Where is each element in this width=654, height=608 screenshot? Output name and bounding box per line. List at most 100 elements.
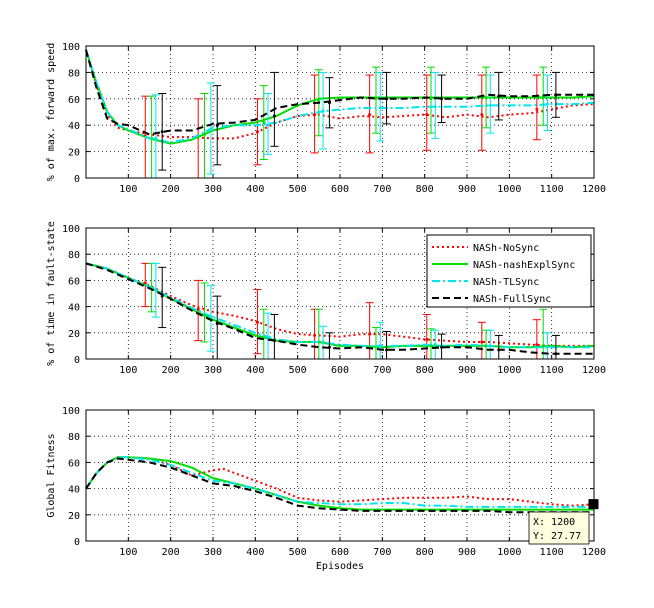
x-tick-label: 1000: [497, 365, 521, 376]
panel-fault-state: 100 200 300 400 500 600 700 800 900 1000 1100 1200 0…: [46, 221, 606, 376]
errorbar-point-nash-nosync: [425, 337, 429, 341]
errorbar-point-nash-nashexplsync: [203, 132, 207, 136]
errorbar-point-nash-nosync: [255, 320, 259, 324]
errorbar-point-nash-fullsync: [385, 97, 389, 101]
y-tick-label: 100: [62, 224, 80, 235]
series-line-nash-tlsync: [85, 262, 594, 349]
y-tick-label: 100: [62, 42, 80, 53]
x-tick-label: 700: [373, 365, 391, 376]
y-axis-label: % of max. forward speed: [46, 43, 57, 181]
legend-label-nash-tlsync: NASh-TLSync: [473, 277, 539, 288]
errorbar-point-nash-tlsync: [488, 103, 492, 107]
x-tick-label: 900: [458, 184, 476, 195]
errorbar-point-nash-fullsync: [497, 94, 501, 98]
y-tick-label: 100: [62, 406, 80, 417]
errorbar-point-nash-nashexplsync: [484, 95, 488, 99]
y-tick-label: 20: [68, 329, 80, 340]
panel-global-fitness: 100 200 300 400 500 600 700 800 900 1000 1100 1200 0…: [46, 406, 606, 572]
errorbar-point-nash-fullsync: [554, 352, 558, 356]
x-tick-label: 200: [162, 547, 180, 558]
errorbar-point-nash-nosync: [368, 332, 372, 336]
datatip-y: Y: 27.77: [533, 531, 581, 542]
series-line-nash-tlsync: [85, 456, 594, 508]
errorbar-point-nash-tlsync: [378, 106, 382, 110]
series-line-nash-fullsync: [85, 457, 594, 514]
x-tick-label: 1100: [540, 547, 564, 558]
x-axis-label: Episodes: [316, 561, 364, 572]
x-tick-label: 200: [162, 365, 180, 376]
legend-label-nash-nosync: NASh-NoSync: [473, 243, 539, 254]
errorbar-point-nash-tlsync: [488, 344, 492, 348]
errorbar-point-nash-nashexplsync: [541, 344, 545, 348]
x-tick-label: 600: [331, 365, 349, 376]
series-line-nash-nashexplsync: [85, 456, 594, 511]
errorbar-point-nash-fullsync: [554, 93, 558, 97]
errorbar-point-nash-fullsync: [272, 114, 276, 118]
errorbar-point-nash-fullsync: [215, 322, 219, 326]
y-tick-label: 80: [68, 432, 80, 443]
errorbar-point-nash-fullsync: [385, 348, 389, 352]
x-tick-label: 900: [458, 547, 476, 558]
errorbar-point-nash-nosync: [480, 340, 484, 344]
x-tick-label: 1200: [582, 365, 606, 376]
errorbar-point-nash-tlsync: [378, 344, 382, 348]
datatip-x: X: 1200: [533, 517, 575, 528]
series-line-nash-fullsync: [85, 262, 594, 355]
plot-area: [86, 46, 594, 178]
y-tick-label: 60: [68, 458, 80, 469]
x-tick-label: 800: [416, 365, 434, 376]
x-tick-label: 700: [373, 547, 391, 558]
errorbar-point-nash-tlsync: [154, 136, 158, 140]
errorbar-point-nash-nashexplsync: [429, 97, 433, 101]
y-tick-label: 60: [68, 95, 80, 106]
errorbar-point-nash-tlsync: [433, 343, 437, 347]
x-tick-label: 600: [331, 547, 349, 558]
x-tick-label: 100: [119, 184, 137, 195]
errorbar-point-nash-tlsync: [433, 105, 437, 109]
x-tick-label: 1100: [540, 184, 564, 195]
x-tick-label: 500: [289, 547, 307, 558]
errorbar-point-nash-nosync: [313, 113, 317, 117]
series-line-nash-fullsync: [85, 49, 594, 136]
errorbar-point-nash-tlsync: [209, 127, 213, 131]
x-tick-label: 1200: [582, 184, 606, 195]
y-axis-label: Global Fitness: [46, 433, 57, 517]
series-line-nash-tlsync: [85, 49, 595, 144]
datatip-box: [528, 511, 590, 545]
y-tick-label: 40: [68, 303, 80, 314]
errorbar-point-nash-tlsync: [209, 315, 213, 319]
y-tick-label: 60: [68, 276, 80, 287]
x-tick-label: 300: [204, 184, 222, 195]
x-tick-label: 100: [119, 365, 137, 376]
errorbar-point-nash-fullsync: [327, 345, 331, 349]
legend: NASh-NoSync NASh-nashExplSync NASh-TLSync N…: [426, 234, 592, 308]
errorbar-point-nash-tlsync: [154, 288, 158, 292]
errorbar-point-nash-fullsync: [272, 339, 276, 343]
x-tick-label: 400: [246, 365, 264, 376]
y-tick-label: 0: [74, 174, 80, 185]
errorbar-point-nash-nosync: [368, 113, 372, 117]
y-tick-label: 0: [74, 355, 80, 366]
errorbar-point-nash-nosync: [313, 333, 317, 337]
x-tick-label: 1000: [497, 184, 521, 195]
errorbar-point-nash-fullsync: [440, 345, 444, 349]
legend-label-nash-fullsync: NASh-FullSync: [473, 294, 551, 305]
panel-forward-speed: 100 200 300 400 500 600 700 800 900 1000 1100 1200 0…: [46, 42, 606, 195]
errorbar-point-nash-nosync: [535, 343, 539, 347]
x-tick-label: 500: [289, 365, 307, 376]
x-tick-label: 800: [416, 184, 434, 195]
x-tick-label: 100: [119, 547, 137, 558]
datatip: X: 1200 Y: 27.77: [528, 499, 599, 545]
errorbar-point-nash-tlsync: [321, 340, 325, 344]
x-tick-label: 600: [331, 184, 349, 195]
errorbar-point-nash-fullsync: [440, 97, 444, 101]
x-tick-label: 1100: [540, 365, 564, 376]
y-tick-label: 80: [68, 68, 80, 79]
series-line-nash-nosync: [85, 262, 594, 347]
errorbar-point-nash-tlsync: [545, 345, 549, 349]
errorbar-point-nash-nashexplsync: [374, 97, 378, 101]
errorbar-point-nash-tlsync: [266, 123, 270, 127]
x-tick-label: 200: [162, 184, 180, 195]
x-tick-label: 300: [204, 365, 222, 376]
